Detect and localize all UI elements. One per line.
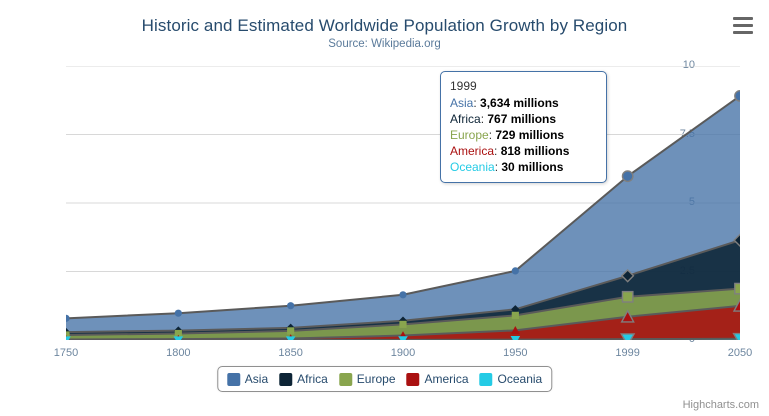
point-marker-oceania[interactable] [620,333,636,340]
x-tick-label: 2050 [727,347,753,359]
point-marker-asia[interactable] [174,309,182,317]
legend-item-africa[interactable]: Africa [279,372,328,386]
legend-item-label: America [424,372,469,386]
point-marker-oceania[interactable] [285,336,296,340]
chart-title: Historic and Estimated Worldwide Populat… [141,16,628,35]
tooltip-series-name: America [450,144,495,158]
legend-swatch-icon [279,372,293,386]
tooltip-separator: : [473,96,481,110]
tooltip-series-name: Asia [450,96,474,110]
point-marker-asia[interactable] [621,170,634,183]
tooltip-row: America: 818 millions [450,143,598,159]
tooltip-separator: : [488,128,496,142]
tooltip-rows: Asia: 3,634 millions Africa: 767 millions… [450,95,598,175]
legend-swatch-icon [406,372,420,386]
x-tick-label: 1750 [53,347,79,359]
legend-item-label: Oceania [497,372,543,386]
point-marker-america[interactable] [620,309,635,323]
hamburger-bar [733,17,753,20]
point-marker-asia[interactable] [511,267,519,275]
tooltip-series-value: 729 millions [495,128,565,142]
point-marker-oceania[interactable] [66,336,71,340]
point-marker-europe[interactable] [287,327,295,335]
point-marker-oceania[interactable] [173,336,184,340]
point-marker-europe[interactable] [399,320,407,328]
tooltip-row: Asia: 3,634 millions [450,95,598,111]
x-tick-label: 1850 [278,347,303,359]
x-tick-label: 1999 [615,347,640,359]
tooltip-series-value: 818 millions [500,144,570,158]
legend-item-asia[interactable]: Asia [226,372,269,386]
point-marker-africa[interactable] [733,233,740,248]
legend-swatch-icon [479,372,493,386]
tooltip-series-value: 767 millions [487,112,557,126]
x-tick-label: 1800 [166,347,191,359]
tooltip-series-name: Oceania [450,160,495,174]
tooltip-row: Africa: 767 millions [450,111,598,127]
legend-swatch-icon [338,372,352,386]
point-marker-asia[interactable] [66,314,70,322]
hamburger-bar [733,24,753,27]
point-marker-europe[interactable] [511,311,519,319]
series-area-america [66,305,740,340]
point-marker-europe[interactable] [66,331,70,339]
y-axis-title: Billions [0,125,3,165]
point-marker-oceania[interactable] [732,332,740,340]
series-area-asia [66,95,740,340]
plot-area [66,66,740,340]
tooltip-series-name: Europe [450,128,489,142]
legend-item-europe[interactable]: Europe [338,372,396,386]
series-plot [66,66,740,340]
legend-swatch-icon [226,372,240,386]
point-marker-america[interactable] [510,325,520,334]
point-marker-oceania[interactable] [398,336,408,340]
chart-legend[interactable]: Asia Africa Europe America Oceania [216,366,553,392]
chart-subtitle: Source: Wikipedia.org [328,38,441,50]
tooltip-row: Europe: 729 millions [450,127,598,143]
series-tooltip: 1999 Asia: 3,634 millions Africa: 767 mil… [440,71,607,183]
point-marker-america[interactable] [732,298,740,312]
point-marker-europe[interactable] [734,282,740,295]
x-tick-label: 1900 [390,347,416,359]
legend-item-label: Asia [244,372,269,386]
legend-item-label: Africa [297,372,328,386]
point-marker-asia[interactable] [399,291,407,299]
point-marker-africa[interactable] [620,268,635,283]
point-marker-asia[interactable] [734,89,740,102]
point-marker-europe[interactable] [621,290,634,303]
legend-item-label: Europe [356,372,396,386]
tooltip-row: Oceania: 30 millions [450,159,598,175]
tooltip-series-name: Africa [450,112,481,126]
tooltip-separator: : [480,112,488,126]
tooltip-separator: : [494,144,501,158]
credits-label[interactable]: Highcharts.com [682,399,759,411]
tooltip-series-value: 3,634 millions [480,96,559,110]
point-marker-oceania[interactable] [510,336,521,340]
x-tick-label: 1950 [503,347,528,359]
legend-item-america[interactable]: America [406,372,469,386]
y-tick-label: 10 [682,59,695,71]
legend-item-oceania[interactable]: Oceania [479,372,543,386]
tooltip-header: 1999 [450,79,477,93]
tooltip-separator: : [494,160,502,174]
hamburger-menu-icon[interactable] [730,15,756,37]
tooltip-series-value: 30 millions [501,160,564,174]
hamburger-bar [733,31,753,34]
point-marker-asia[interactable] [287,302,295,310]
point-marker-europe[interactable] [174,329,182,338]
legend-items: Asia Africa Europe America Oceania [226,372,543,386]
